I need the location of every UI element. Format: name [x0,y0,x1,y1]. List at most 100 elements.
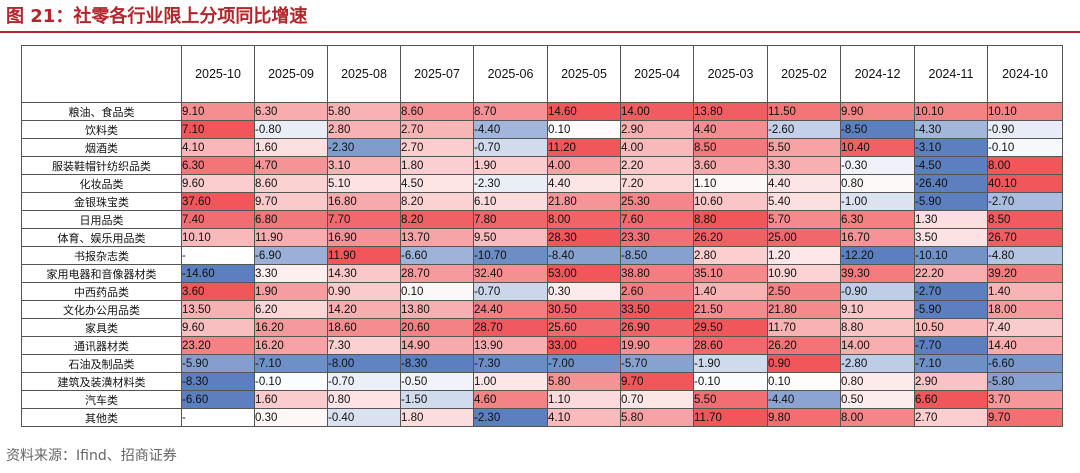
value-cell: 2.80 [693,246,768,265]
value-cell: -7.70 [914,336,988,355]
value-cell: -7.10 [254,354,328,373]
value-cell: 4.10 [547,408,621,427]
value-cell: 4.00 [547,156,621,175]
column-header: 2025-05 [547,45,621,103]
value-cell: 23.30 [620,228,694,247]
value-cell: 8.20 [400,192,474,211]
row-label: 粮油、食品类 [21,102,182,121]
value-cell: 10.10 [181,228,255,247]
value-cell: 6.30 [254,102,328,121]
value-cell: 38.80 [620,264,694,283]
value-cell: 16.80 [327,192,401,211]
value-cell: 26.20 [767,336,841,355]
value-cell: 5.40 [767,192,841,211]
column-header: 2025-08 [327,45,401,103]
value-cell: 4.10 [181,138,255,157]
figure-title: 图 21：社零各行业限上分项同比增速 [6,6,308,27]
value-cell: 9.50 [473,228,548,247]
value-cell: 7.30 [327,336,401,355]
value-cell: 16.70 [840,228,915,247]
title-rule [0,31,1080,33]
column-header: 2025-10 [181,45,255,103]
value-cell: 26.90 [620,318,694,337]
value-cell: 13.90 [473,336,548,355]
value-cell: -6.90 [254,246,328,265]
value-cell: 4.40 [693,120,768,139]
row-label: 文化办公用品类 [21,300,182,319]
value-cell: 2.70 [400,120,474,139]
row-label: 石油及制品类 [21,354,182,373]
value-cell: 24.40 [473,300,548,319]
value-cell: 0.30 [254,408,328,427]
value-cell: 5.70 [767,210,841,229]
value-cell: 6.20 [254,300,328,319]
value-cell: 5.50 [767,138,841,157]
value-cell: -2.30 [327,138,401,157]
value-cell: 7.10 [181,120,255,139]
heatmap-table: 2025-10 2025-09 2025-08 2025-07 2025-06 2025-… [21,45,1063,427]
value-cell: 0.80 [327,390,401,409]
table-row: 烟酒类 4.10 1.60 -2.30 2.70 -0.70 11.20 4.00 8.50 5.… [21,138,1063,157]
value-cell: -2.30 [473,408,548,427]
value-cell: 21.80 [767,300,841,319]
value-cell: 33.50 [620,300,694,319]
value-cell: -2.60 [767,120,841,139]
row-label: 化妆品类 [21,174,182,193]
value-cell: 0.90 [767,354,841,373]
corner-cell [21,45,182,103]
value-cell: 26.20 [693,228,768,247]
value-cell: -8.00 [327,354,401,373]
value-cell: 10.10 [914,102,988,121]
value-cell: 5.80 [547,372,621,391]
column-header: 2025-03 [693,45,768,103]
value-cell: 4.70 [254,156,328,175]
row-label: 其他类 [21,408,182,427]
value-cell: 11.90 [327,246,401,265]
row-label: 烟酒类 [21,138,182,157]
value-cell: -4.30 [914,120,988,139]
value-cell: 11.20 [547,138,621,157]
value-cell: 33.00 [547,336,621,355]
value-cell: 37.60 [181,192,255,211]
value-cell: 0.80 [840,174,915,193]
value-cell: -2.70 [914,282,988,301]
value-cell: -4.40 [473,120,548,139]
value-cell: 18.60 [327,318,401,337]
value-cell: -8.50 [840,120,915,139]
value-cell: 3.30 [767,156,841,175]
value-cell: 9.80 [767,408,841,427]
value-cell: -0.70 [473,282,548,301]
value-cell: 22.20 [914,264,988,283]
value-cell: 3.10 [327,156,401,175]
value-cell: 1.10 [547,390,621,409]
value-cell: 1.00 [473,372,548,391]
value-cell: -8.40 [547,246,621,265]
value-cell: 28.30 [547,228,621,247]
value-cell: 29.50 [693,318,768,337]
table-row: 书报杂志类 - -6.90 11.90 -6.60 -10.70 -8.40 -8.50 2.8… [21,246,1063,265]
value-cell: 10.10 [987,102,1063,121]
value-cell: 28.60 [693,336,768,355]
value-cell: 9.90 [840,102,915,121]
value-cell: 2.90 [914,372,988,391]
value-cell: 14.20 [327,300,401,319]
value-cell: -6.60 [181,390,255,409]
value-cell: -0.70 [327,372,401,391]
value-cell: 4.50 [400,174,474,193]
value-cell: -0.90 [987,120,1063,139]
value-cell: 16.20 [254,318,328,337]
value-cell: 16.90 [327,228,401,247]
value-cell: 25.00 [767,228,841,247]
value-cell: -5.80 [987,372,1063,391]
value-cell: 14.40 [987,336,1063,355]
table-row: 服装鞋帽针纺织品类 6.30 4.70 3.10 1.80 1.90 4.00 2.20 3.6… [21,156,1063,175]
value-cell: 3.70 [987,390,1063,409]
value-cell: 8.00 [987,156,1063,175]
source-note: 资料来源：Ifind、招商证券 [6,448,177,464]
value-cell: 8.80 [693,210,768,229]
value-cell: -4.80 [987,246,1063,265]
value-cell: 6.80 [254,210,328,229]
value-cell: 11.50 [767,102,841,121]
value-cell: -5.90 [181,354,255,373]
table-row: 家用电器和音像器材类 -14.60 3.30 14.30 28.70 32.40 53.00… [21,264,1063,283]
